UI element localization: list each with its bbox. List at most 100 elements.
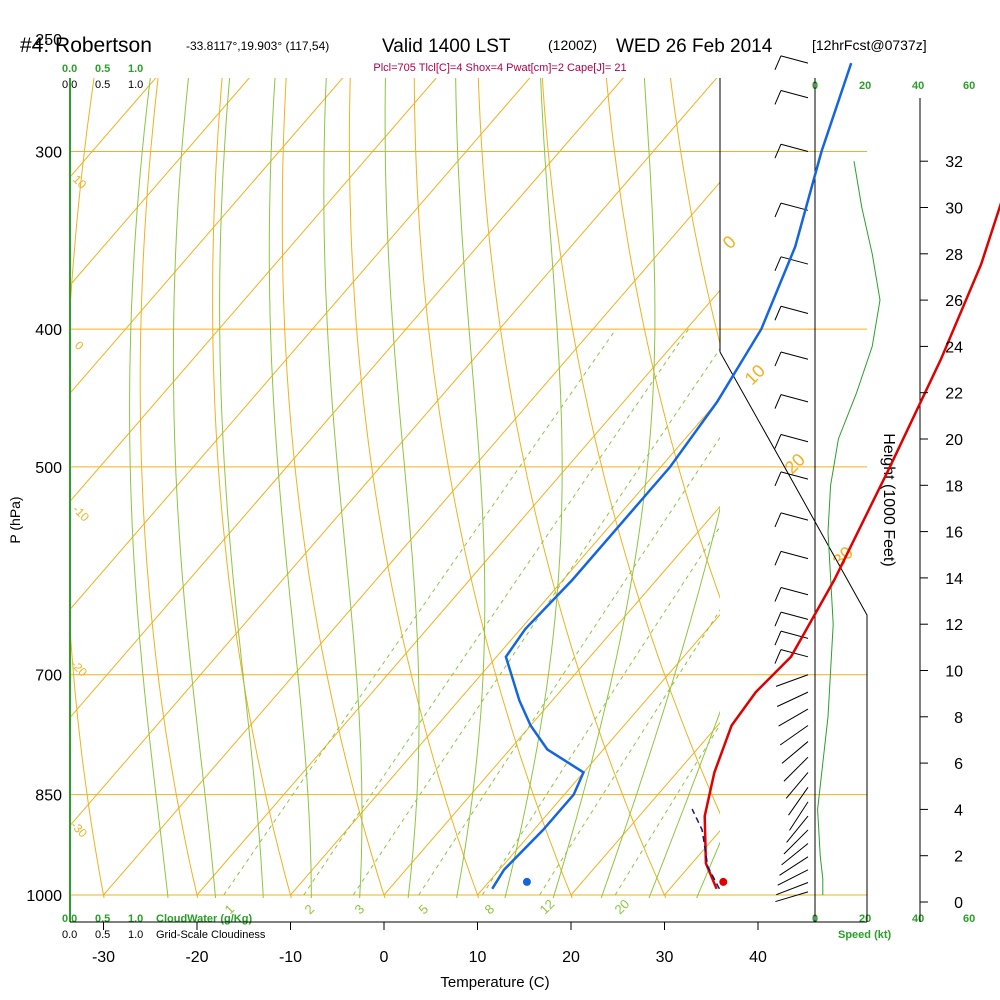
temperature-tick-label: 40 <box>749 949 767 966</box>
plot-area <box>70 14 1000 925</box>
wind-barb <box>785 772 809 799</box>
temperature-tick-label: 20 <box>562 949 580 966</box>
wind-barb <box>780 512 809 521</box>
cloudiness-scale-bottom: 0.0 0.5 1.0 Grid-Scale Cloudiness <box>62 929 266 941</box>
wind-barb <box>778 708 809 727</box>
dry-adiabat-label: 30 <box>829 543 857 571</box>
wind-barb-flag <box>774 394 782 409</box>
isotherm-label: -30 <box>68 818 90 840</box>
valid-time: Valid 1400 LST <box>382 36 511 57</box>
cloudwater-tick: 0.0 <box>62 63 77 75</box>
mixing-ratio-line <box>481 525 720 896</box>
temperature-tick-label: -10 <box>279 949 302 966</box>
cloudiness-tick: 0.0 <box>62 929 77 941</box>
mixing-ratio-label: 3 <box>352 901 368 917</box>
moist-adiabat-line <box>268 78 312 898</box>
moist-adiabat-line <box>648 710 720 898</box>
isotherm-label: 0 <box>72 338 87 353</box>
moist-adiabat-line <box>696 841 720 898</box>
wind-barb <box>780 630 809 639</box>
dry-adiabat-line <box>139 78 199 898</box>
dewpoint-line <box>491 62 853 890</box>
wind-speed-profile <box>817 161 881 896</box>
wind-barb-flag <box>774 512 782 528</box>
isotherm-line <box>103 181 720 896</box>
wind-barb <box>779 725 809 746</box>
wind-barb <box>780 394 809 403</box>
wind-barb <box>777 869 809 886</box>
wind-barb <box>780 611 809 620</box>
moist-adiabat-line <box>600 506 720 898</box>
surface-dewpoint-marker <box>522 877 531 886</box>
temperature-tick-label: 0 <box>380 949 389 966</box>
height-tick-label: 20 <box>945 432 963 449</box>
cloudiness-tick: 0.5 <box>95 79 110 91</box>
moist-adiabat-line <box>455 78 486 898</box>
dry-adiabat-line <box>281 78 386 898</box>
cloudwater-label: CloudWater (g/Kg) <box>156 913 252 925</box>
wind-barb <box>788 787 809 816</box>
height-tick-label: 6 <box>954 756 963 773</box>
height-tick-label: 10 <box>945 664 963 681</box>
wind-barb <box>780 351 809 360</box>
cloudwater-tick: 0.5 <box>95 913 110 925</box>
wind-barb-flag <box>774 144 782 159</box>
speed-scale-bottom: 0 20 40 60 Speed (kt) <box>812 913 975 941</box>
wind-barb-flag <box>774 90 782 105</box>
sounding-profiles <box>491 62 1000 890</box>
wind-barb-flag <box>774 630 782 646</box>
wind-barb-flag <box>774 471 782 487</box>
valid-date: WED 26 Feb 2014 <box>616 36 773 57</box>
speed-scale-top: 0 20 40 60 <box>812 80 975 92</box>
isotherm-line <box>477 613 720 896</box>
mixing-ratio-line <box>539 609 720 896</box>
wind-barb <box>781 843 809 866</box>
dry-adiabat-line <box>669 78 720 346</box>
dry-adiabat-line <box>70 78 105 898</box>
height-tick-label: 14 <box>945 571 963 588</box>
height-tick-label: 8 <box>954 710 963 727</box>
mixing-ratio-label: 2 <box>302 901 318 917</box>
mixing-ratio-lines <box>223 328 720 896</box>
isobars <box>70 150 867 896</box>
height-tick-label: 30 <box>945 201 963 218</box>
wind-barb-flag <box>774 611 782 627</box>
wind-barb <box>780 649 809 658</box>
isotherm-line <box>70 78 531 611</box>
cloudiness-tick: 1.0 <box>128 79 143 91</box>
dry-adiabat-line <box>912 14 1000 925</box>
wind-barb-flag <box>774 551 782 566</box>
isotherm-line <box>70 78 344 395</box>
speed-tick: 40 <box>912 80 924 92</box>
moist-adiabat-line <box>504 78 563 898</box>
isotherm-label: -10 <box>70 502 92 524</box>
station-title: #4: Robertson <box>20 34 152 57</box>
isotherm-line <box>383 505 720 896</box>
isotherm-line <box>852 39 1000 895</box>
x-axis-title: Temperature (C) <box>440 974 549 991</box>
wind-barb <box>780 256 809 265</box>
cloudwater-tick: 1.0 <box>128 63 143 75</box>
forecast-info: [12hrFcst@0737z] <box>812 37 927 53</box>
dry-adiabat-line <box>605 78 720 600</box>
height-tick-label: 18 <box>945 478 963 495</box>
moist-adiabat-line <box>323 78 363 898</box>
dry-adiabats <box>70 14 1000 925</box>
height-tick-label: 24 <box>945 339 963 356</box>
isotherm-line <box>70 78 437 503</box>
mixing-ratio-label: 5 <box>416 901 432 917</box>
y-axis-title: P (hPa) <box>7 496 23 543</box>
pressure-tick-label: 700 <box>35 668 62 685</box>
height-tick-label: 32 <box>945 154 963 171</box>
mixing-ratio-line <box>223 328 617 896</box>
wind-barb-flag <box>774 202 782 218</box>
wind-barb <box>780 433 809 443</box>
height-tick-label: 16 <box>945 525 963 542</box>
wind-barb <box>780 202 809 211</box>
wind-barb <box>786 815 809 843</box>
moist-adiabat-line <box>552 78 656 898</box>
temperature-tick-label: 10 <box>469 949 487 966</box>
cloudiness-tick: 1.0 <box>128 929 143 941</box>
